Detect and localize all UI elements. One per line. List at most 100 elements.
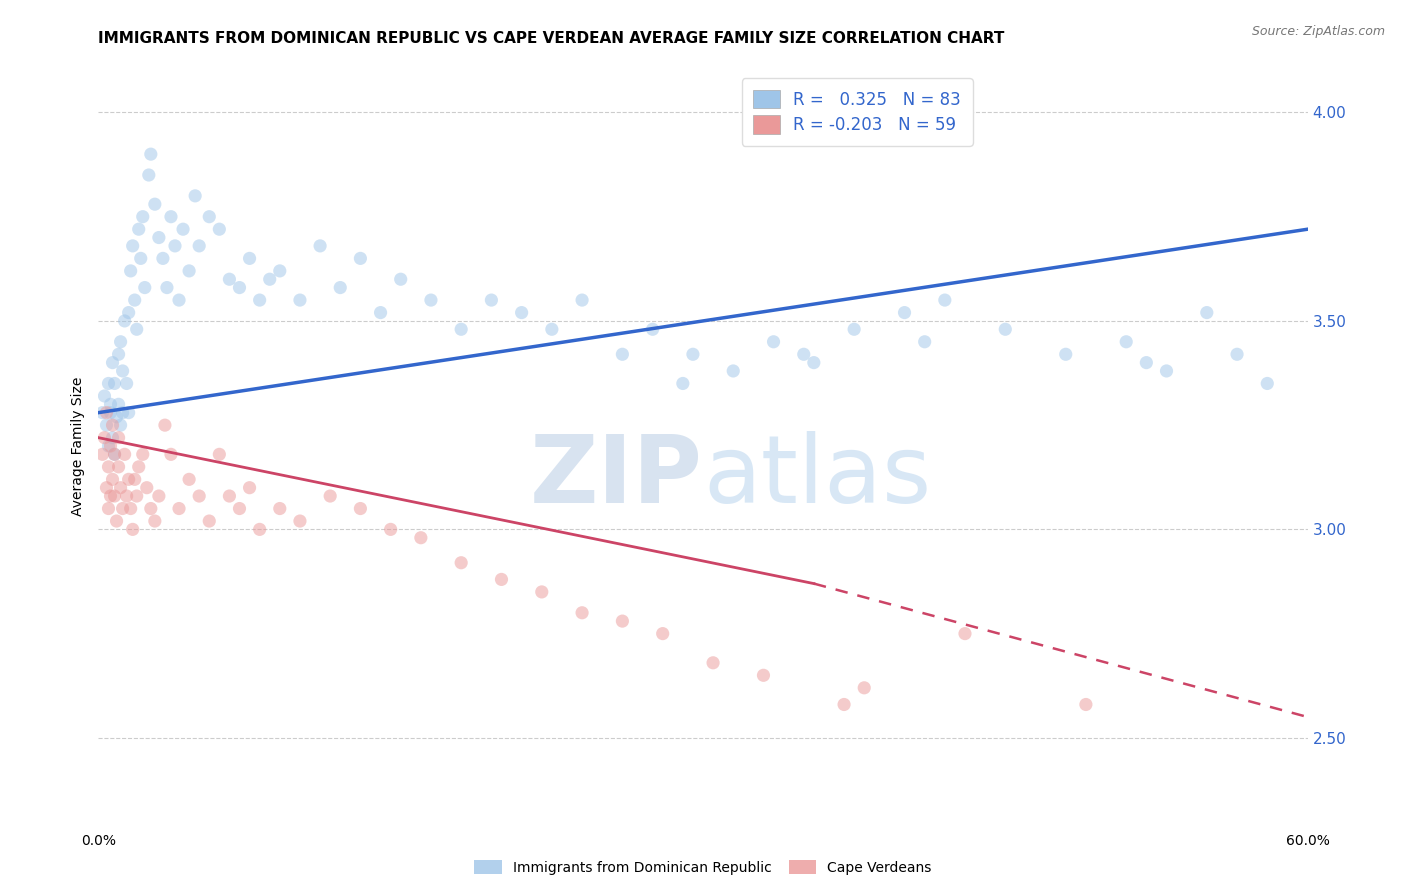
Point — [651, 626, 673, 640]
Point — [107, 459, 129, 474]
Point — [96, 406, 118, 420]
Point — [91, 447, 114, 461]
Point — [103, 447, 125, 461]
Point — [1074, 698, 1097, 712]
Point — [152, 252, 174, 266]
Point — [752, 668, 775, 682]
Point — [128, 459, 150, 474]
Point — [1156, 364, 1178, 378]
Point — [1115, 334, 1137, 349]
Point — [179, 264, 201, 278]
Point — [107, 431, 129, 445]
Point — [103, 376, 125, 391]
Point — [1135, 356, 1157, 370]
Point — [110, 418, 132, 433]
Point — [249, 522, 271, 536]
Text: atlas: atlas — [703, 431, 931, 523]
Point — [510, 305, 533, 319]
Y-axis label: Average Family Size: Average Family Size — [72, 376, 86, 516]
Point — [163, 239, 186, 253]
Point — [139, 501, 162, 516]
Point — [167, 501, 190, 516]
Point — [128, 222, 150, 236]
Point — [132, 210, 155, 224]
Text: Source: ZipAtlas.com: Source: ZipAtlas.com — [1251, 25, 1385, 38]
Point — [228, 501, 250, 516]
Legend: Immigrants from Dominican Republic, Cape Verdeans: Immigrants from Dominican Republic, Cape… — [468, 855, 938, 880]
Point — [450, 322, 472, 336]
Point — [97, 501, 120, 516]
Point — [420, 293, 443, 307]
Point — [100, 406, 122, 420]
Point — [97, 439, 120, 453]
Point — [105, 409, 128, 424]
Point — [288, 293, 311, 307]
Point — [1226, 347, 1249, 361]
Point — [93, 431, 115, 445]
Point — [96, 481, 118, 495]
Point — [672, 376, 695, 391]
Point — [380, 522, 402, 536]
Point — [103, 447, 125, 461]
Point — [853, 681, 876, 695]
Point — [120, 501, 142, 516]
Point — [288, 514, 311, 528]
Point — [491, 573, 513, 587]
Point — [111, 364, 134, 378]
Point — [101, 356, 124, 370]
Point — [349, 501, 371, 516]
Point — [93, 389, 115, 403]
Point — [1054, 347, 1077, 361]
Point — [259, 272, 281, 286]
Point — [103, 489, 125, 503]
Point — [121, 522, 143, 536]
Point — [118, 472, 141, 486]
Point — [91, 406, 114, 420]
Point — [179, 472, 201, 486]
Point — [124, 293, 146, 307]
Point — [329, 280, 352, 294]
Point — [148, 489, 170, 503]
Point — [370, 305, 392, 319]
Point — [100, 489, 122, 503]
Point — [156, 280, 179, 294]
Point — [105, 514, 128, 528]
Text: ZIP: ZIP — [530, 431, 703, 523]
Point — [114, 314, 136, 328]
Point — [762, 334, 785, 349]
Point — [530, 585, 553, 599]
Point — [101, 431, 124, 445]
Point — [723, 364, 745, 378]
Point — [934, 293, 956, 307]
Point — [682, 347, 704, 361]
Point — [803, 356, 825, 370]
Point — [641, 322, 664, 336]
Point — [160, 210, 183, 224]
Point — [1195, 305, 1218, 319]
Point — [160, 447, 183, 461]
Point — [124, 472, 146, 486]
Point — [239, 252, 262, 266]
Point — [120, 264, 142, 278]
Point — [218, 272, 240, 286]
Point — [389, 272, 412, 286]
Point — [115, 376, 138, 391]
Point — [114, 447, 136, 461]
Point — [481, 293, 503, 307]
Point — [188, 239, 211, 253]
Point — [184, 189, 207, 203]
Point — [571, 606, 593, 620]
Legend: R =   0.325   N = 83, R = -0.203   N = 59: R = 0.325 N = 83, R = -0.203 N = 59 — [742, 78, 973, 145]
Point — [409, 531, 432, 545]
Point — [994, 322, 1017, 336]
Point — [143, 197, 166, 211]
Point — [107, 397, 129, 411]
Point — [121, 239, 143, 253]
Point — [118, 305, 141, 319]
Point — [319, 489, 342, 503]
Point — [132, 447, 155, 461]
Point — [139, 147, 162, 161]
Point — [110, 334, 132, 349]
Point — [893, 305, 915, 319]
Point — [571, 293, 593, 307]
